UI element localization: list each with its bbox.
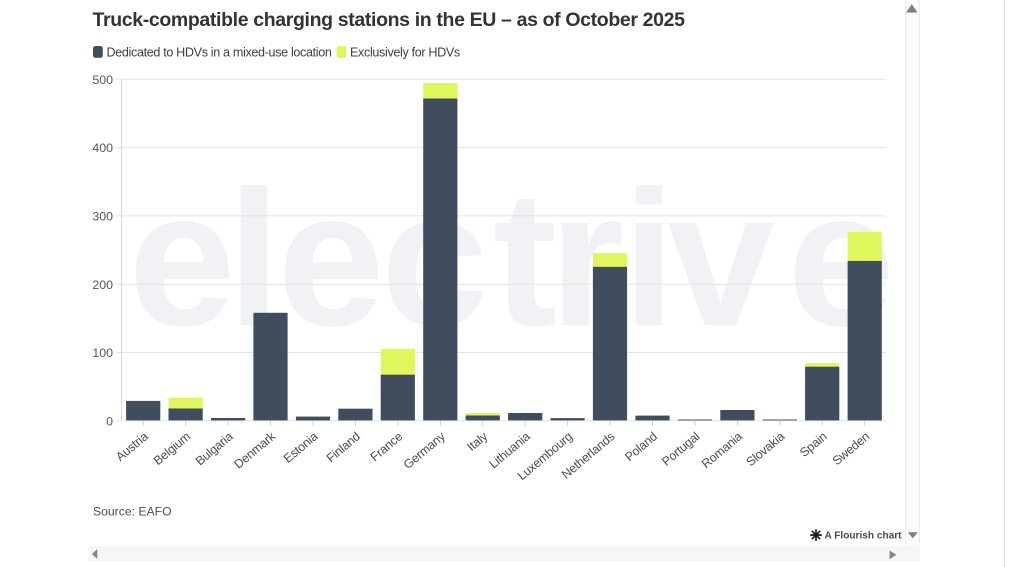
- svg-text:A Flourish chart: A Flourish chart: [825, 530, 903, 541]
- svg-text:500: 500: [92, 73, 113, 87]
- svg-text:200: 200: [92, 278, 113, 292]
- svg-text:Exclusively for HDVs: Exclusively for HDVs: [350, 46, 460, 60]
- svg-text:Truck-compatible charging stat: Truck-compatible charging stations in th…: [93, 9, 686, 31]
- svg-text:100: 100: [92, 346, 113, 360]
- svg-text:e: e: [128, 150, 235, 366]
- svg-text:Source: EAFO: Source: EAFO: [93, 505, 172, 519]
- svg-text:Dedicated to HDVs in a mixed-u: Dedicated to HDVs in a mixed-use locatio…: [107, 46, 332, 60]
- svg-text:t: t: [493, 150, 557, 366]
- svg-text:v: v: [667, 150, 774, 366]
- svg-text:0: 0: [106, 414, 113, 428]
- svg-text:300: 300: [92, 210, 113, 224]
- svg-text:i: i: [622, 150, 676, 366]
- svg-text:400: 400: [92, 141, 113, 155]
- svg-text:e: e: [277, 150, 384, 366]
